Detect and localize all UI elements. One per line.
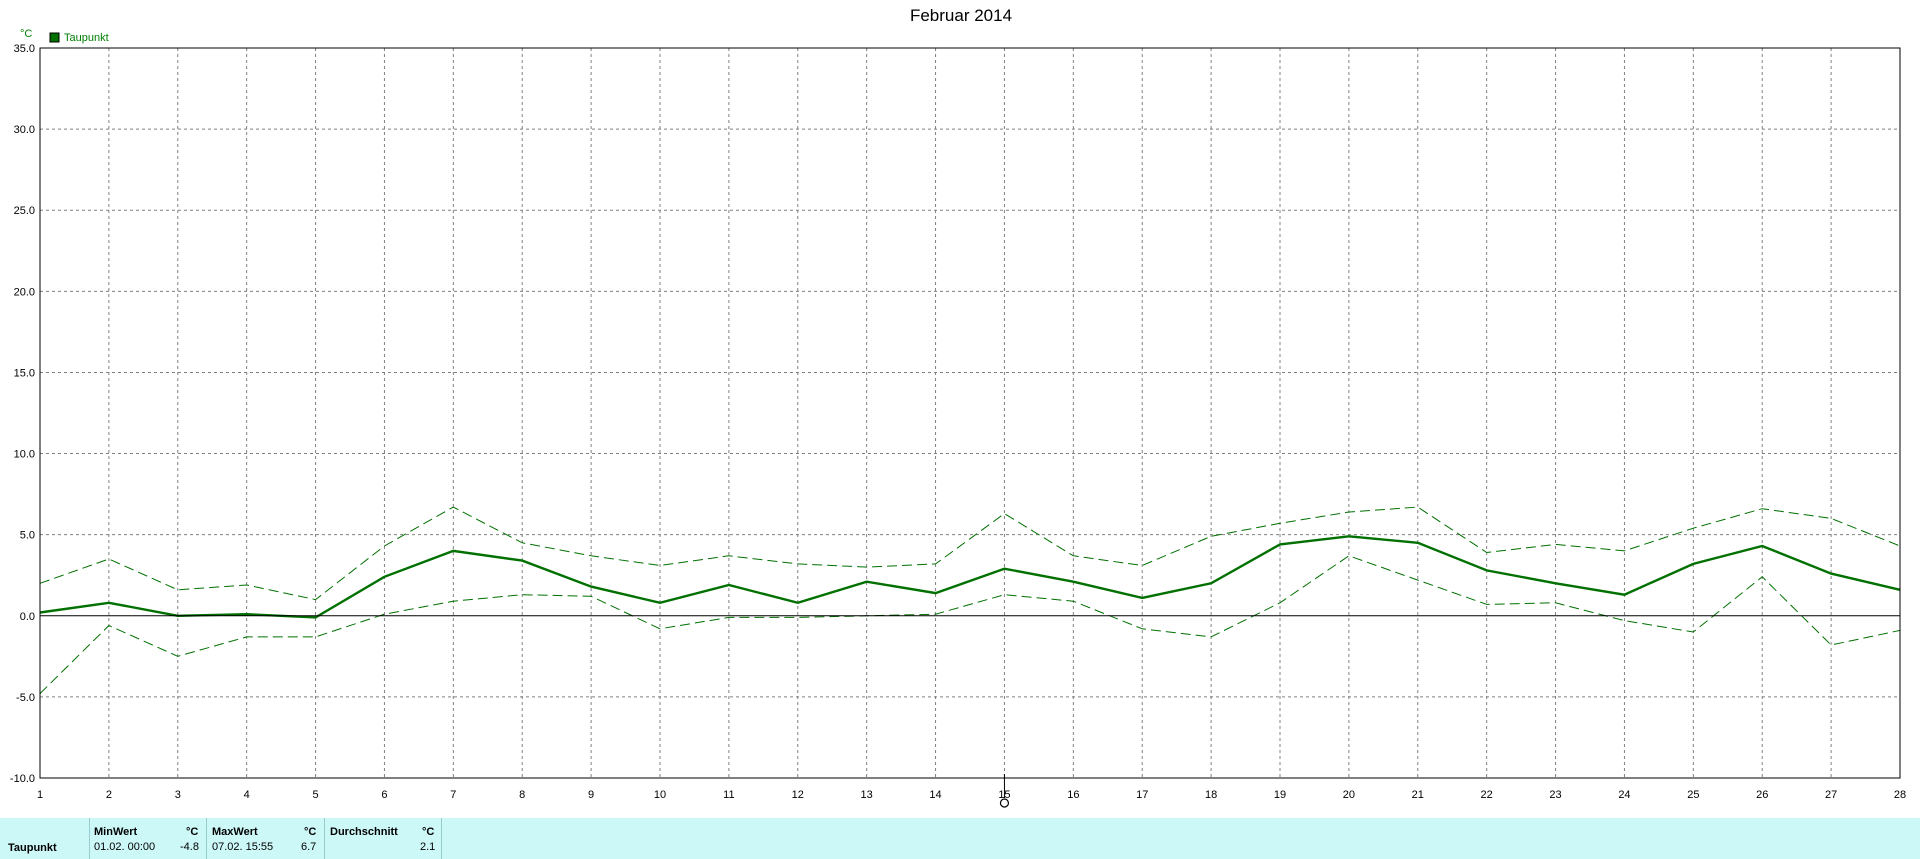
grid [40,48,1900,778]
x-tick-label: 6 [381,789,387,801]
y-tick-label: 0.0 [20,611,35,623]
x-tick-label: 11 [723,789,734,801]
series-line-taupunkt [39,535,1901,619]
legend-label: Taupunkt [64,32,109,44]
x-tick-label: 5 [312,789,318,801]
y-tick-label: 5.0 [20,530,35,542]
legend-swatch [49,32,60,43]
tick-labels: 35.030.025.020.015.010.05.00.0-5.0-10.01… [10,43,1906,801]
summary-min-value: -4.8 [180,841,199,853]
x-tick-label: 15 [998,789,1010,801]
summary-table: Taupunkt MinWert °C 01.02. 00:00 -4.8 Ma… [0,818,1920,859]
x-tick-label: 28 [1894,789,1906,801]
x-tick-label: 23 [1549,789,1561,801]
summary-max-time: 07.02. 15:55 [212,841,274,853]
y-tick-label: -5.0 [16,692,35,704]
axes [39,47,1901,808]
summary-row-label: Taupunkt [8,842,57,854]
x-tick-label: 17 [1136,789,1148,801]
chart-area: Februar 2014 °C Taupunkt 35.030.025.020.… [10,6,1906,808]
x-tick-label: 25 [1687,789,1699,801]
x-tick-label: 26 [1756,789,1768,801]
summary-divider [206,818,207,859]
summary-divider [89,818,90,859]
summary-avg-header: Durchschnitt [330,826,398,838]
x-tick-label: 8 [519,789,525,801]
summary-avg-value: 2.1 [420,841,436,853]
summary-max-header: MaxWert [212,826,258,838]
summary-min-unit: °C [186,826,199,838]
summary-min-time: 01.02. 00:00 [94,841,156,853]
y-tick-label: -10.0 [10,773,35,785]
summary-max-unit: °C [304,826,317,838]
chart-title: Februar 2014 [910,6,1012,25]
x-tick-label: 1 [37,789,43,801]
x-tick-label: 16 [1067,789,1079,801]
x-tick-label: 18 [1205,789,1217,801]
series-line-lower-dashed [39,555,1901,694]
summary-divider [324,818,325,859]
summary-max-value: 6.7 [301,841,317,853]
x-tick-label: 12 [792,789,804,801]
x-tick-label: 13 [861,789,873,801]
x-tick-label: 2 [106,789,112,801]
y-axis-unit: °C [20,28,32,40]
summary-avg-unit: °C [422,826,435,838]
x-tick-label: 21 [1412,789,1424,801]
plot-frame [39,47,1901,779]
summary-divider [441,818,442,859]
x-tick-label: 9 [588,789,594,801]
x-tick-label: 4 [244,789,250,801]
y-tick-label: 35.0 [14,43,35,55]
y-tick-label: 30.0 [14,124,35,136]
mid-month-marker-circle [999,798,1010,808]
x-tick-label: 3 [175,789,181,801]
summary-min-header: MinWert [94,826,138,838]
x-tick-label: 20 [1343,789,1355,801]
x-tick-label: 27 [1825,789,1837,801]
y-tick-label: 25.0 [14,205,35,217]
y-tick-label: 10.0 [14,449,35,461]
x-tick-label: 22 [1481,789,1493,801]
x-tick-label: 7 [450,789,456,801]
x-tick-label: 19 [1274,789,1286,801]
x-tick-label: 24 [1618,789,1630,801]
y-tick-label: 20.0 [14,286,35,298]
series-layer [39,506,1901,694]
y-tick-label: 15.0 [14,367,35,379]
x-tick-label: 14 [929,789,941,801]
x-tick-label: 10 [654,789,666,801]
series-line-upper-dashed [39,506,1901,601]
